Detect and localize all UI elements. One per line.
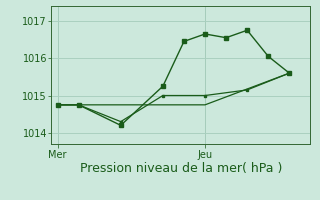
X-axis label: Pression niveau de la mer( hPa ): Pression niveau de la mer( hPa ) — [80, 162, 282, 175]
